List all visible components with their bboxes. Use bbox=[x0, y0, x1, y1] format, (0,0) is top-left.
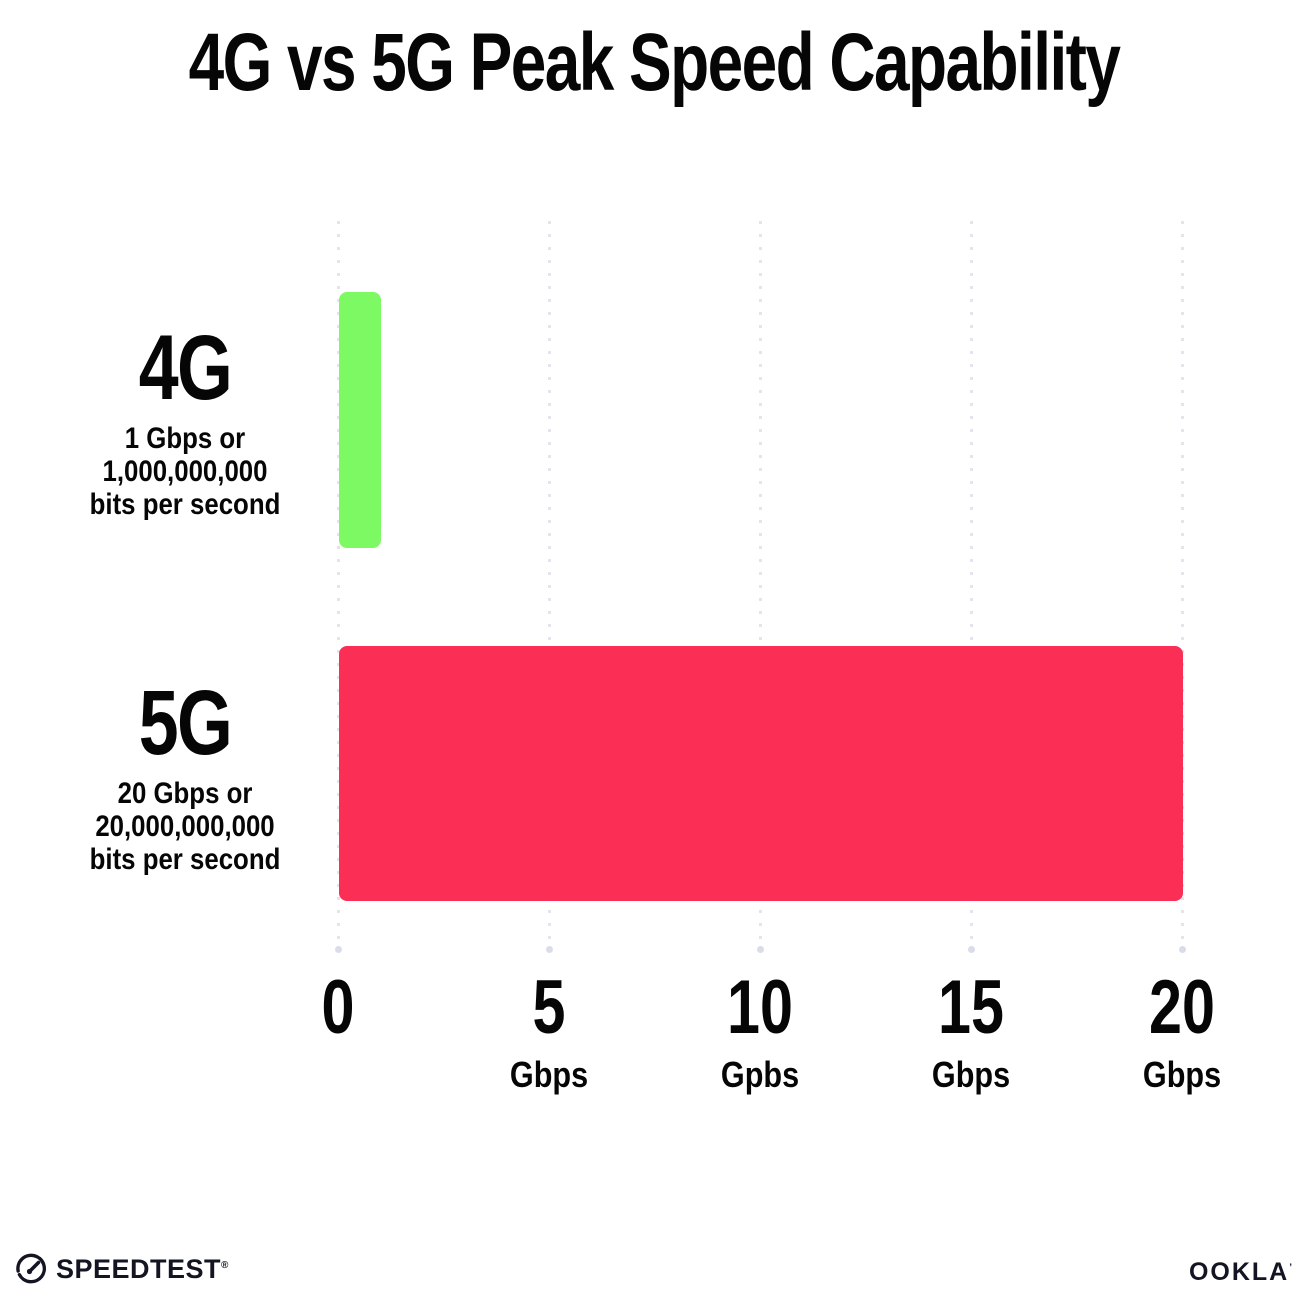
category-sublabel-line: 1,000,000,000 bbox=[102, 455, 268, 488]
x-tick-unit bbox=[236, 1054, 440, 1094]
x-tick-value: 15 bbox=[938, 965, 1004, 1050]
category-label-4g: 4G 1 Gbps or 1,000,000,000 bits per second bbox=[25, 322, 345, 521]
bar-5g bbox=[339, 646, 1183, 901]
x-axis-tick-0: 0 bbox=[218, 970, 458, 1094]
gridline-15 bbox=[969, 221, 973, 944]
gridline-end-dot bbox=[334, 946, 342, 953]
bar-4g bbox=[339, 292, 381, 548]
speedtest-wordmark: SPEEDTEST® bbox=[56, 1253, 229, 1284]
speedtest-logo: SPEEDTEST® bbox=[14, 1252, 229, 1286]
category-sublabel: 20 Gbps or 20,000,000,000 bits per second bbox=[47, 777, 322, 876]
category-sublabel-line: 20,000,000,000 bbox=[95, 810, 275, 843]
gridline-end-dot bbox=[967, 946, 975, 953]
x-tick-unit: Gbps bbox=[931, 1054, 1011, 1095]
gridline-end-dot bbox=[756, 946, 764, 953]
x-tick-value: 5 bbox=[532, 965, 566, 1050]
x-tick-unit: Gpbs bbox=[720, 1054, 800, 1095]
gridline-end-dot bbox=[545, 946, 553, 953]
speedtest-gauge-icon bbox=[16, 1253, 47, 1284]
category-name: 4G bbox=[138, 317, 233, 419]
category-sublabel-line: bits per second bbox=[89, 488, 281, 521]
x-axis-tick-15: 15 Gbps bbox=[851, 970, 1091, 1096]
trademark-mark: ’ bbox=[1289, 1262, 1294, 1274]
ookla-logo: OOKLA’ bbox=[1189, 1258, 1294, 1287]
x-tick-value: 0 bbox=[321, 965, 355, 1050]
ookla-wordmark: OOKLA bbox=[1188, 1258, 1290, 1286]
category-name: 5G bbox=[138, 672, 233, 774]
category-sublabel: 1 Gbps or 1,000,000,000 bits per second bbox=[47, 422, 322, 521]
category-sublabel-line: 1 Gbps or bbox=[124, 422, 246, 455]
x-tick-value: 20 bbox=[1149, 965, 1215, 1050]
x-axis-tick-20: 20 Gbps bbox=[1062, 970, 1302, 1096]
x-tick-value: 10 bbox=[727, 965, 793, 1050]
x-axis-tick-10: 10 Gpbs bbox=[640, 970, 880, 1096]
gridline-end-dot bbox=[1178, 946, 1186, 953]
gridline-10 bbox=[758, 221, 762, 944]
category-label-5g: 5G 20 Gbps or 20,000,000,000 bits per secon… bbox=[25, 677, 345, 876]
x-tick-unit: Gbps bbox=[509, 1054, 589, 1095]
category-sublabel-line: bits per second bbox=[89, 843, 281, 876]
x-axis-tick-5: 5 Gbps bbox=[429, 970, 669, 1096]
gridline-20 bbox=[1180, 221, 1184, 944]
gridline-0 bbox=[336, 221, 340, 944]
x-tick-unit: Gbps bbox=[1142, 1054, 1222, 1095]
registered-mark: ® bbox=[221, 1259, 229, 1271]
category-sublabel-line: 20 Gbps or bbox=[117, 777, 253, 810]
gridline-5 bbox=[547, 221, 551, 944]
chart-title: 4G vs 5G Peak Speed Capability bbox=[188, 17, 1121, 108]
